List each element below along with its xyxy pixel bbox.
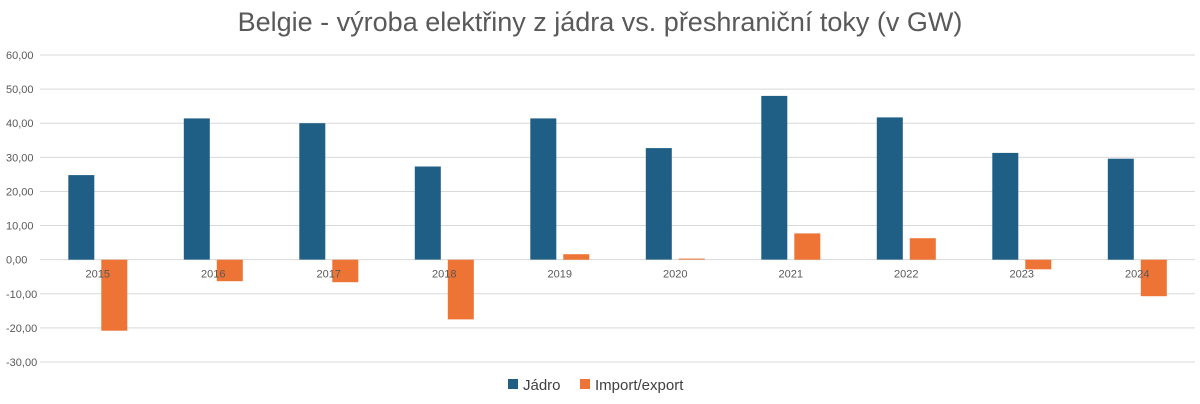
x-category-label: 2020 [663, 269, 687, 281]
bars [68, 95, 1167, 331]
legend-label: Jádro [523, 377, 561, 394]
bar-jadro-2024 [1107, 158, 1134, 260]
x-category-label: 2019 [548, 269, 572, 281]
y-tick-label: 50,00 [6, 84, 34, 96]
bar-import-export-2022 [909, 238, 936, 260]
x-category-label: 2018 [432, 269, 456, 281]
bar-import-export-2018 [447, 259, 474, 320]
bar-jadro-2020 [645, 148, 672, 260]
bar-import-export-2019 [563, 254, 590, 260]
y-tick-label: 20,00 [6, 186, 34, 198]
y-tick-label: 10,00 [6, 221, 34, 233]
bar-jadro-2021 [761, 95, 788, 260]
y-tick-label: -30,00 [6, 357, 37, 369]
bar-import-export-2017 [332, 259, 359, 283]
bar-jadro-2015 [68, 175, 95, 260]
y-tick-label: 40,00 [6, 118, 34, 130]
x-category-label: 2016 [201, 269, 225, 281]
bar-jadro-2022 [876, 117, 903, 260]
bar-import-export-2021 [794, 233, 821, 260]
bar-import-export-2020 [678, 258, 705, 260]
bar-import-export-2016 [216, 259, 243, 282]
bar-import-export-2015 [101, 259, 128, 331]
y-tick-label: -20,00 [6, 323, 37, 335]
x-category-label: 2022 [894, 269, 918, 281]
chart-title: Belgie - výroba elektřiny z jádra vs. př… [238, 7, 963, 37]
legend-swatch [580, 379, 590, 389]
x-category-label: 2017 [317, 269, 341, 281]
x-axis-categories: 2015 2016 2017 2018 2019 2020 2021 2022 2023 2024 [86, 269, 1150, 281]
legend: Jádro Import/export [508, 377, 684, 394]
bar-jadro-2016 [183, 118, 210, 260]
y-tick-label: 30,00 [6, 152, 34, 164]
y-axis-ticks: 60,00 50,00 40,00 30,00 20,00 10,00 0,00 -10,00… [6, 50, 37, 369]
x-category-label: 2015 [86, 269, 110, 281]
bar-jadro-2019 [530, 118, 557, 260]
x-category-label: 2023 [1010, 269, 1034, 281]
gridlines [40, 54, 1195, 363]
y-tick-label: 60,00 [6, 50, 34, 62]
x-category-label: 2024 [1125, 269, 1149, 281]
x-category-label: 2021 [779, 269, 803, 281]
legend-swatch [508, 379, 518, 389]
bar-jadro-2018 [414, 166, 441, 260]
bar-jadro-2023 [992, 152, 1019, 260]
bar-jadro-2017 [299, 123, 326, 260]
legend-label: Import/export [595, 377, 684, 394]
y-tick-label: 0,00 [6, 255, 27, 267]
y-tick-label: -10,00 [6, 289, 37, 301]
bar-import-export-2023 [1025, 259, 1052, 270]
bar-import-export-2024 [1140, 259, 1167, 297]
